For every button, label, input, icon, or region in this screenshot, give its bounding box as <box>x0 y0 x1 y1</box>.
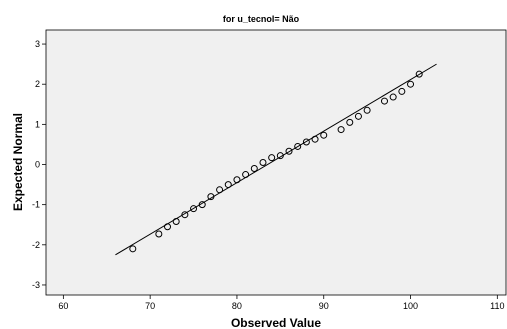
data-point <box>155 230 163 238</box>
data-point <box>233 176 241 184</box>
y-tick-label: 2 <box>35 79 40 89</box>
data-point <box>250 165 258 173</box>
data-point <box>164 223 172 231</box>
x-axis-label: Observed Value <box>231 316 321 329</box>
data-point <box>129 245 137 253</box>
x-tick-label: 60 <box>58 301 68 311</box>
y-tick-label: -1 <box>32 200 40 210</box>
data-point <box>302 138 310 146</box>
data-points <box>129 70 423 253</box>
plot-area <box>45 29 507 296</box>
data-point <box>294 142 302 150</box>
data-point <box>207 193 215 201</box>
data-point <box>276 152 284 160</box>
y-tick-label: -2 <box>32 240 40 250</box>
data-point <box>198 201 206 209</box>
data-point <box>311 135 319 143</box>
data-point <box>415 70 423 78</box>
y-axis-label: Expected Normal <box>11 113 25 211</box>
data-point <box>172 218 180 226</box>
data-point <box>389 93 397 101</box>
data-point <box>380 97 388 105</box>
y-tick-label: 3 <box>35 39 40 49</box>
data-point <box>224 181 232 189</box>
x-tick-label: 80 <box>232 301 242 311</box>
x-tick-label: 100 <box>403 301 418 311</box>
x-tick-label: 70 <box>145 301 155 311</box>
data-point <box>216 186 224 194</box>
reference-line <box>115 63 437 256</box>
y-tick-label: 0 <box>35 160 40 170</box>
data-point <box>407 80 415 88</box>
data-point <box>363 106 371 114</box>
y-tick-label: -3 <box>32 280 40 290</box>
data-point <box>181 211 189 219</box>
data-point <box>190 205 198 213</box>
x-tick-label: 110 <box>490 301 504 311</box>
x-tick-label: 90 <box>319 301 329 311</box>
data-point <box>242 171 250 179</box>
data-point <box>268 154 276 162</box>
axis-ticks: 60 70 80 90 100 110 -3 -2 -1 0 1 2 3 <box>32 39 505 311</box>
data-point <box>398 87 406 95</box>
data-point <box>346 118 354 126</box>
data-point <box>259 159 267 166</box>
data-point <box>285 147 293 155</box>
data-point <box>337 126 345 134</box>
data-point <box>320 131 328 139</box>
y-tick-label: 1 <box>35 119 40 129</box>
data-point <box>354 112 362 120</box>
chart-title: for u_tecnol= Não <box>223 14 300 24</box>
